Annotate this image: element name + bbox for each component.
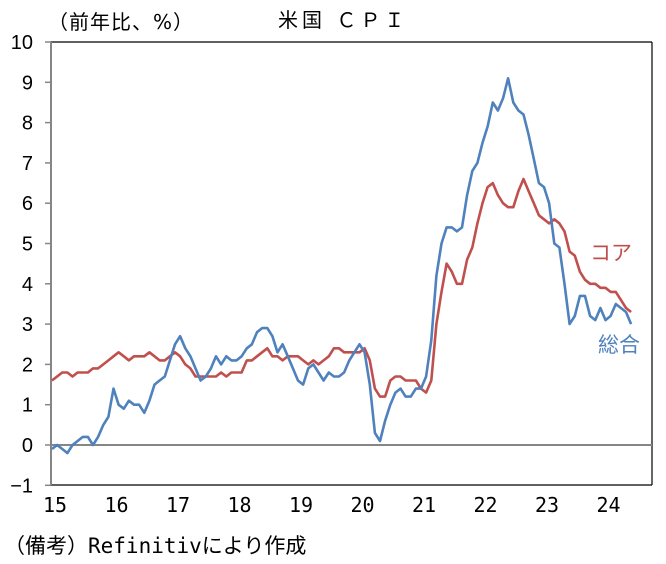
chart-title: 米国 ＣＰＩ bbox=[278, 8, 409, 32]
y-tick-label: 10 bbox=[11, 32, 33, 54]
core-series-label: コア bbox=[590, 241, 632, 265]
y-tick-label: 3 bbox=[22, 314, 33, 336]
y-axis-unit-label: （前年比、%） bbox=[48, 10, 195, 34]
x-tick-label: 18 bbox=[227, 493, 251, 517]
x-tick-label: 22 bbox=[473, 493, 497, 517]
x-tick-label: 15 bbox=[43, 493, 67, 517]
x-tick-label: 23 bbox=[535, 493, 559, 517]
y-tick-label: 4 bbox=[22, 274, 33, 296]
source-note: （備考）Refinitivにより作成 bbox=[4, 534, 307, 558]
y-tick-label: 6 bbox=[22, 193, 33, 215]
y-tick-label: 7 bbox=[22, 153, 33, 175]
headline-series-label: 総合 bbox=[598, 333, 640, 357]
headline-cpi-line bbox=[51, 77, 633, 455]
y-tick-label: 5 bbox=[22, 234, 33, 256]
y-tick-label: 2 bbox=[22, 354, 33, 376]
x-tick-label: 17 bbox=[166, 493, 190, 517]
x-axis-ticks: 15 16 17 18 19 20 21 22 23 24 bbox=[43, 493, 621, 517]
x-tick-label: 24 bbox=[596, 493, 620, 517]
y-tick-label: 1 bbox=[22, 395, 33, 417]
y-tick-label: 8 bbox=[22, 113, 33, 135]
x-tick-label: 19 bbox=[289, 493, 313, 517]
core-cpi-line bbox=[51, 177, 632, 398]
y-tick-label: −1 bbox=[10, 475, 33, 497]
y-tick-label: 0 bbox=[22, 435, 33, 457]
x-tick-label: 16 bbox=[104, 493, 128, 517]
x-tick-label: 21 bbox=[412, 493, 436, 517]
x-tick-label: 20 bbox=[350, 493, 374, 517]
y-tick-label: 9 bbox=[22, 72, 33, 94]
